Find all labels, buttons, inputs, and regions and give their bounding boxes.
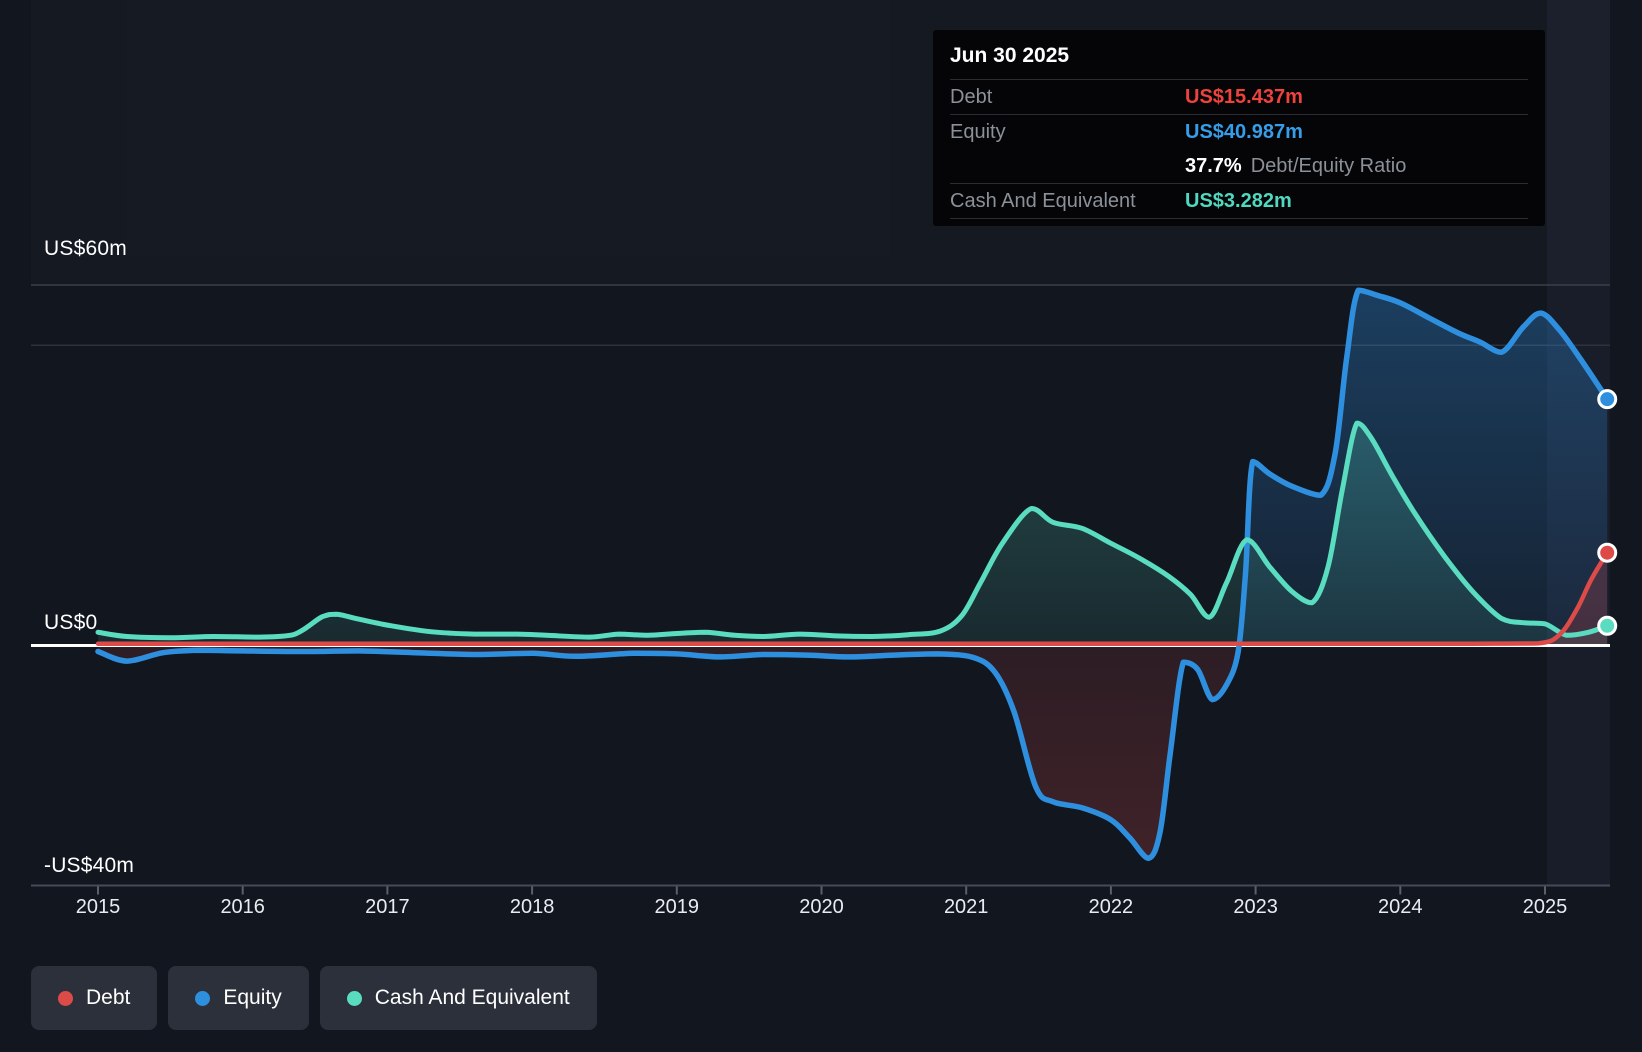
- tooltip-date: Jun 30 2025: [950, 30, 1528, 80]
- tooltip-cash-value: US$3.282m: [1185, 189, 1292, 212]
- equity-line: [95, 287, 1610, 862]
- debt-line: [95, 550, 1610, 646]
- tooltip-row-equity: Equity US$40.987m: [950, 115, 1528, 149]
- tooltip-row-cash: Cash And Equivalent US$3.282m: [950, 184, 1528, 219]
- cash-area: [98, 423, 1608, 646]
- tooltip-ratio-value: 37.7%: [1185, 154, 1242, 177]
- legend-label: Cash And Equivalent: [374, 986, 570, 1009]
- cash-endpoint-dot: [1597, 615, 1618, 636]
- legend-item-cash-and-equivalent[interactable]: Cash And Equivalent: [319, 966, 597, 1030]
- chart-legend: Debt Equity Cash And Equivalent: [31, 966, 597, 1030]
- y-axis-label-60m: US$60m: [44, 237, 127, 260]
- tooltip-equity-value: US$40.987m: [1185, 120, 1303, 143]
- legend-dot-icon: [346, 990, 362, 1006]
- cash-line: [95, 420, 1610, 641]
- tooltip-debt-label: Debt: [950, 85, 993, 108]
- tooltip-debt-value: US$15.437m: [1185, 85, 1303, 108]
- equity-endpoint-dot: [1597, 389, 1618, 410]
- tooltip-ratio-label: Debt/Equity Ratio: [1250, 154, 1407, 177]
- legend-item-equity[interactable]: Equity: [168, 966, 309, 1030]
- y-axis-label-neg40m: -US$40m: [44, 854, 135, 877]
- debt-endpoint-dot: [1597, 542, 1618, 563]
- hover-tooltip: Jun 30 2025 Debt US$15.437m Equity US$40…: [933, 30, 1545, 226]
- legend-dot-icon: [195, 990, 211, 1006]
- tooltip-equity-label: Equity: [950, 120, 1006, 143]
- y-axis-label-zero: US$0: [44, 611, 98, 634]
- legend-label: Equity: [223, 986, 282, 1009]
- tooltip-cash-label: Cash And Equivalent: [950, 189, 1136, 212]
- tooltip-row-ratio: 37.7% Debt/Equity Ratio: [950, 149, 1528, 184]
- tooltip-row-debt: Debt US$15.437m: [950, 80, 1528, 115]
- legend-dot-icon: [58, 990, 73, 1006]
- legend-item-debt[interactable]: Debt: [31, 966, 158, 1030]
- legend-label: Debt: [86, 986, 131, 1009]
